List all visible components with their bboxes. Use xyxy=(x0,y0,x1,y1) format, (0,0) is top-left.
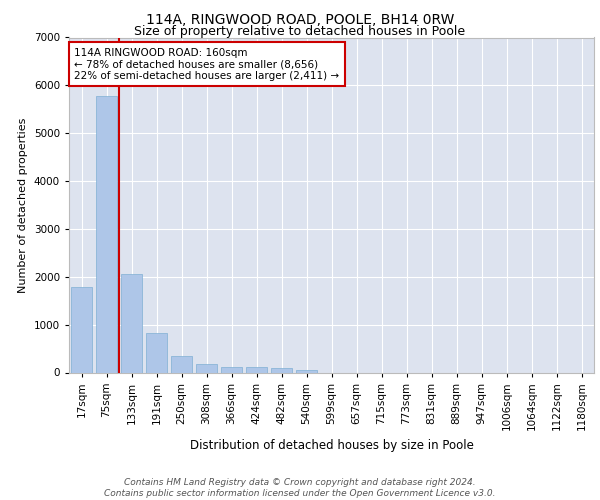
Bar xyxy=(121,274,142,372)
Text: 114A, RINGWOOD ROAD, POOLE, BH14 0RW: 114A, RINGWOOD ROAD, POOLE, BH14 0RW xyxy=(146,12,454,26)
Text: Size of property relative to detached houses in Poole: Size of property relative to detached ho… xyxy=(134,25,466,38)
Bar xyxy=(221,367,242,372)
Y-axis label: Number of detached properties: Number of detached properties xyxy=(18,118,28,292)
Bar xyxy=(246,368,267,372)
Text: 114A RINGWOOD ROAD: 160sqm
← 78% of detached houses are smaller (8,656)
22% of s: 114A RINGWOOD ROAD: 160sqm ← 78% of deta… xyxy=(74,48,340,80)
Bar xyxy=(96,96,117,372)
Bar xyxy=(71,288,92,372)
Bar xyxy=(296,370,317,372)
X-axis label: Distribution of detached houses by size in Poole: Distribution of detached houses by size … xyxy=(190,438,473,452)
Text: Contains HM Land Registry data © Crown copyright and database right 2024.
Contai: Contains HM Land Registry data © Crown c… xyxy=(104,478,496,498)
Bar xyxy=(171,356,192,372)
Bar xyxy=(196,364,217,372)
Bar xyxy=(271,368,292,372)
Bar xyxy=(146,334,167,372)
